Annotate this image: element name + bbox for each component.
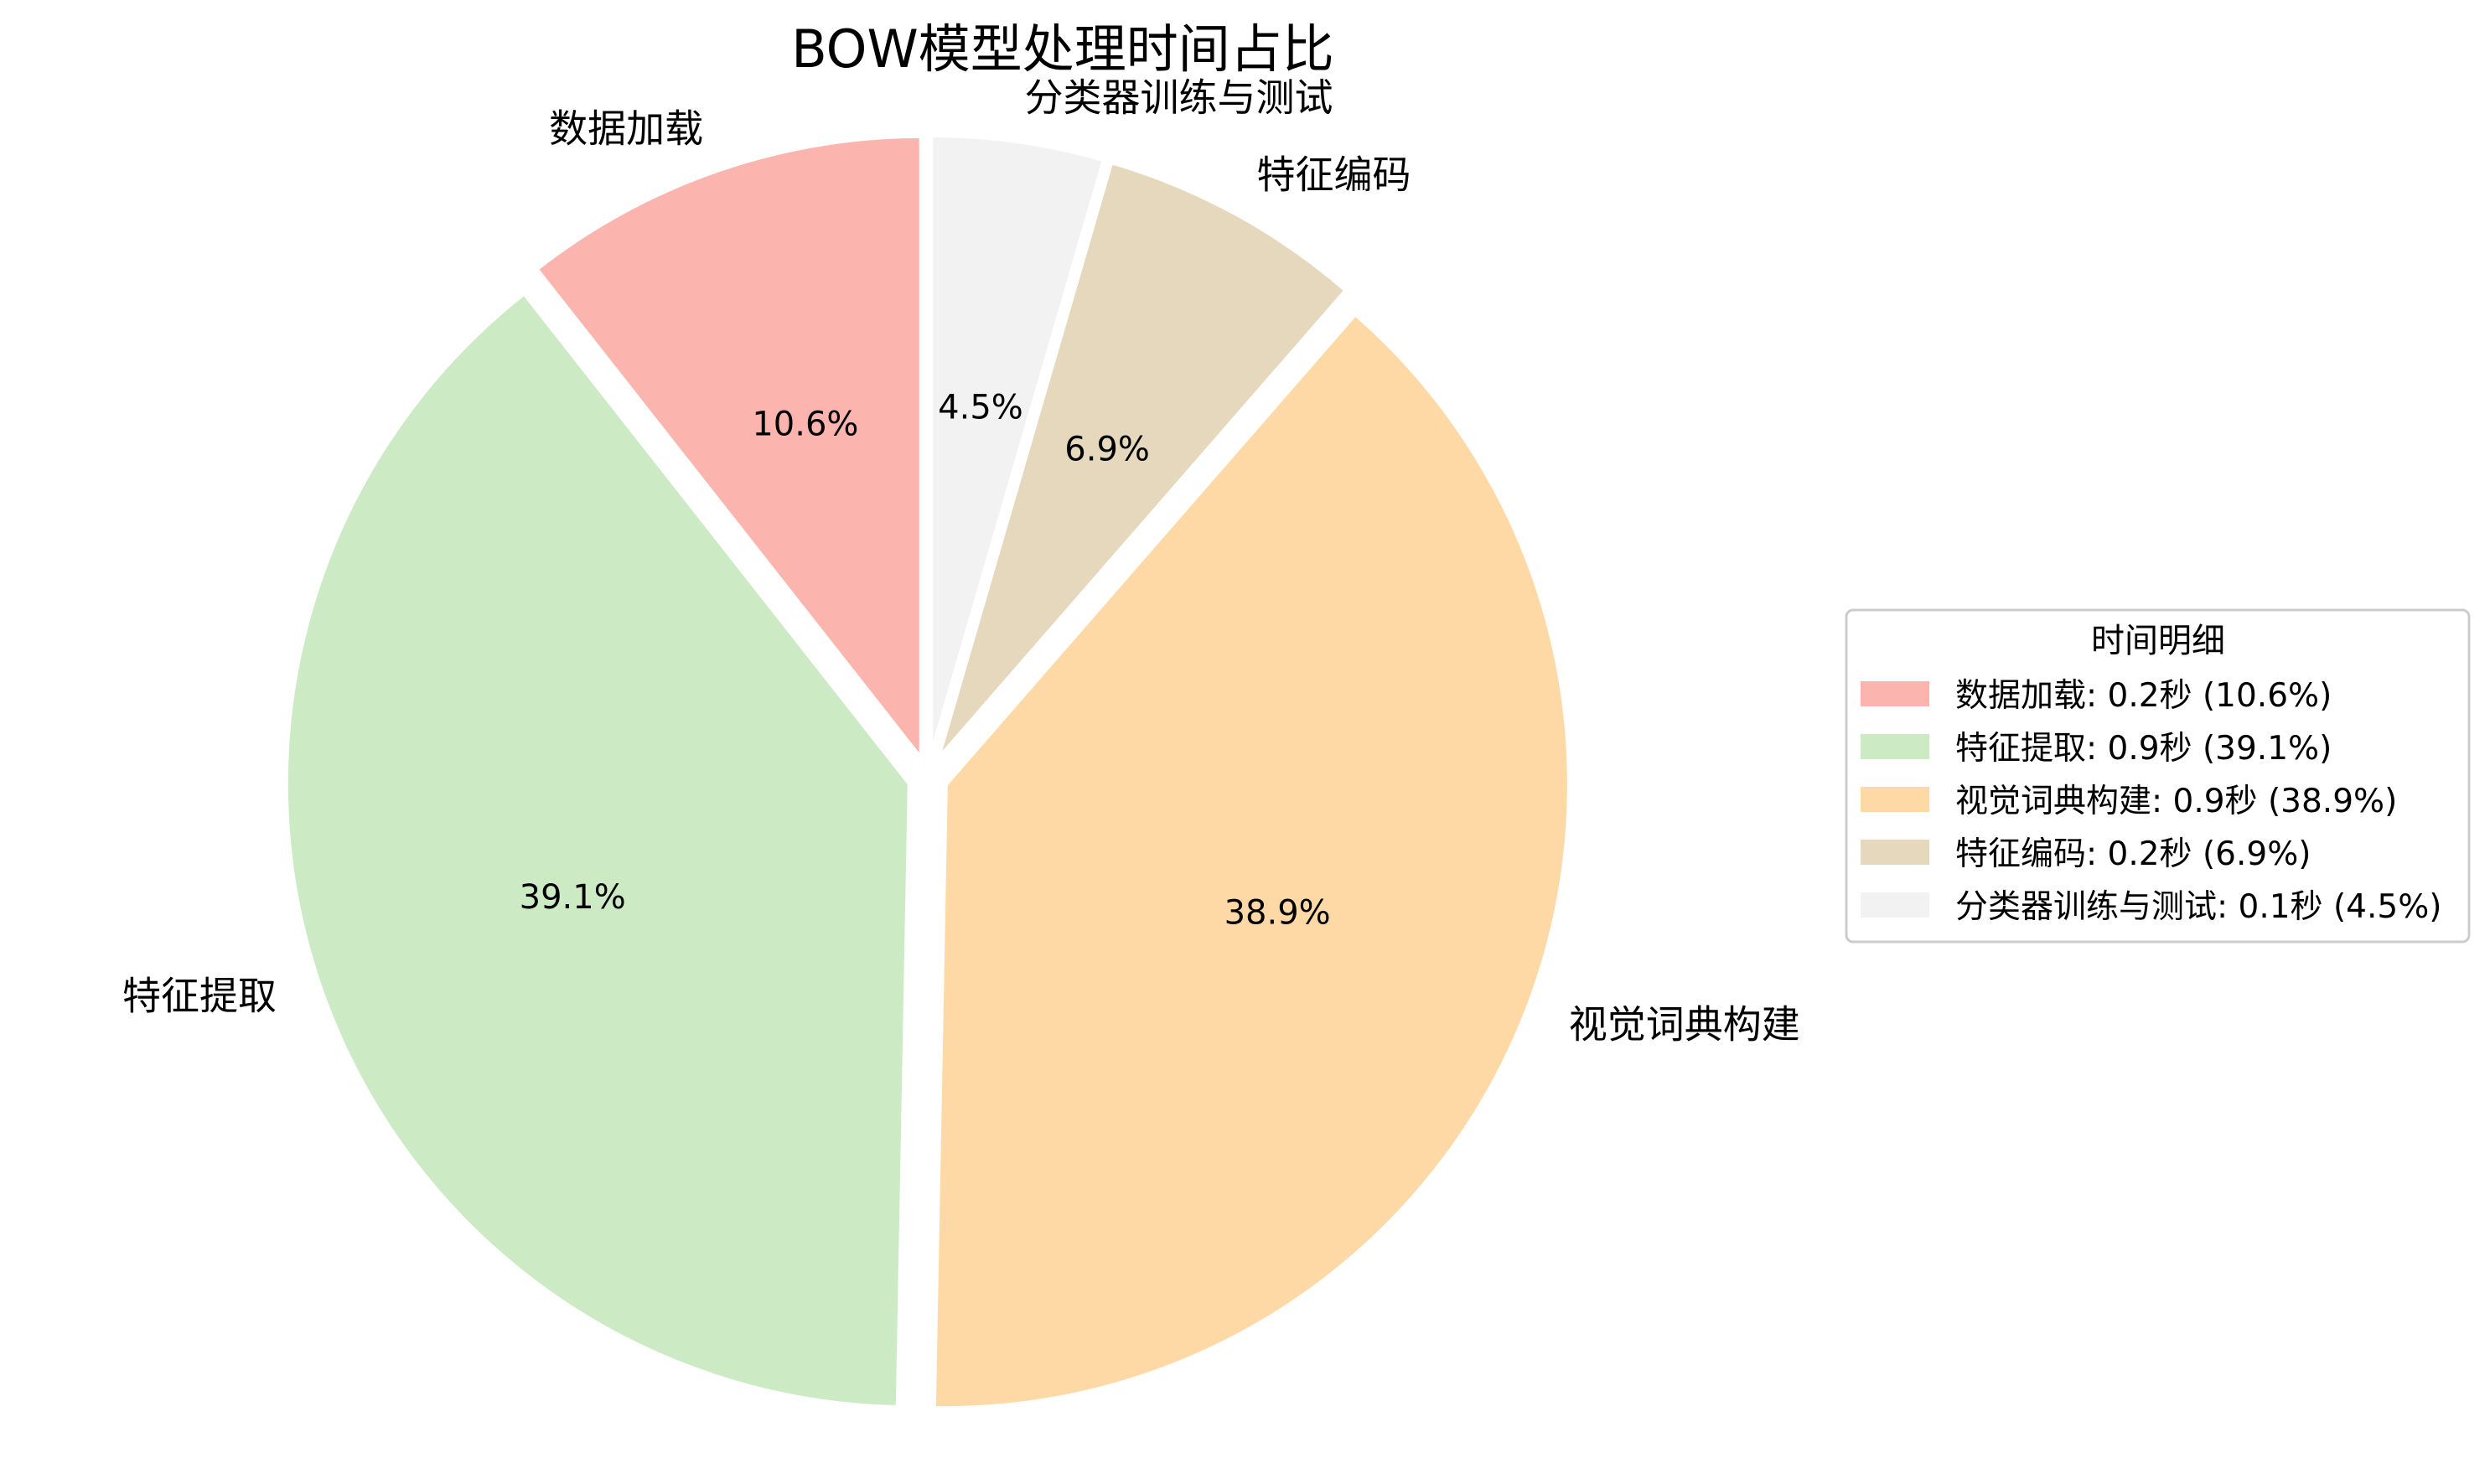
pie-slice-1 <box>282 289 913 1411</box>
legend-label-2: 视觉词典构建: 0.9秒 (38.9%) <box>1955 783 2397 820</box>
slice-label-0: 数据加载 <box>549 106 703 152</box>
legend-label-4: 分类器训练与测试: 0.1秒 (4.5%) <box>1955 888 2441 926</box>
legend: 时间明细 数据加载: 0.2秒 (10.6%) 特征提取: 0.9秒 (39.1%… <box>1845 608 2471 944</box>
slice-label-4: 分类器训练与测试 <box>1024 75 1333 121</box>
pct-label-4: 4.5% <box>938 388 1023 427</box>
legend-label-1: 特征提取: 0.9秒 (39.1%) <box>1955 730 2332 768</box>
legend-label-0: 数据加载: 0.2秒 (10.6%) <box>1955 677 2332 715</box>
legend-items: 数据加载: 0.2秒 (10.6%) 特征提取: 0.9秒 (39.1%) 视觉词典… <box>1861 677 2441 926</box>
pie-slice-3 <box>934 158 1351 763</box>
pie-labels: 数据加载 10.6% 特征提取 39.1% 视觉词典构建 38.9% 特征编码 6.9% 分类器… <box>122 75 1800 1047</box>
chart-title: BOW模型处理时间占比 <box>791 18 1334 80</box>
pie-slices <box>282 132 1572 1411</box>
legend-swatch-2 <box>1861 787 1929 812</box>
slice-label-3: 特征编码 <box>1257 153 1411 198</box>
legend-swatch-3 <box>1861 840 1929 865</box>
pct-label-2: 38.9% <box>1224 894 1331 933</box>
legend-swatch-0 <box>1861 681 1929 706</box>
pie-slice-0 <box>532 132 924 768</box>
legend-label-3: 特征编码: 0.2秒 (6.9%) <box>1955 835 2311 873</box>
pct-label-0: 10.6% <box>752 406 858 444</box>
pct-label-1: 39.1% <box>520 878 626 917</box>
legend-swatch-1 <box>1861 734 1929 759</box>
pie-slice-4 <box>928 132 1108 760</box>
legend-title: 时间明细 <box>2091 622 2225 660</box>
pie-slice-2 <box>930 309 1572 1411</box>
legend-swatch-4 <box>1861 892 1929 918</box>
slice-label-2: 视觉词典构建 <box>1569 1001 1800 1047</box>
slice-label-1: 特征提取 <box>122 974 277 1019</box>
pct-label-3: 6.9% <box>1064 431 1150 469</box>
legend-frame <box>1845 608 2471 944</box>
